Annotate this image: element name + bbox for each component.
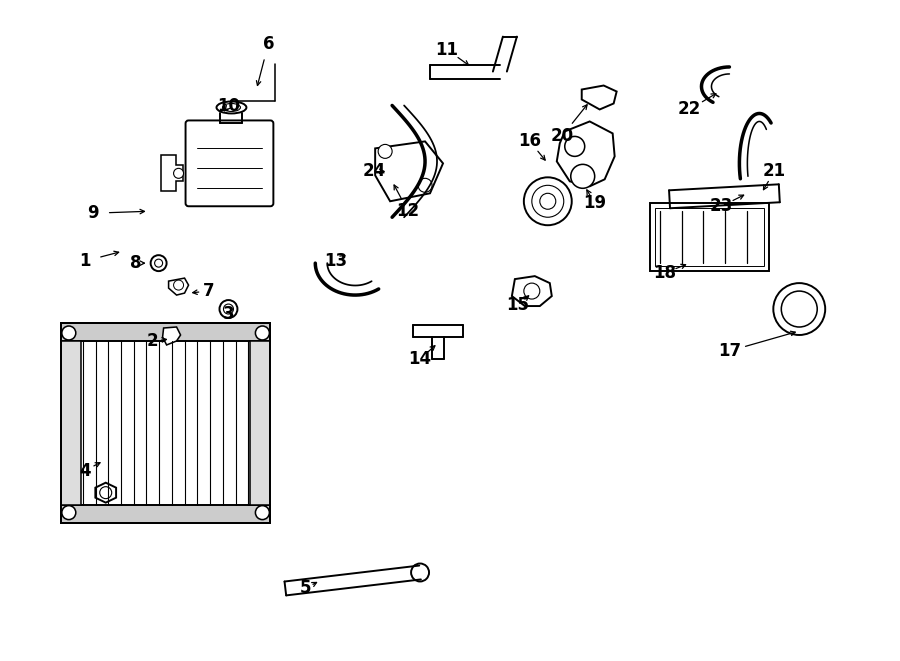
Text: 11: 11 [436,40,458,59]
Text: 1: 1 [79,252,91,270]
Text: 9: 9 [87,204,99,222]
Text: 6: 6 [263,34,274,53]
Text: 18: 18 [653,264,676,282]
Polygon shape [61,341,81,504]
Text: 13: 13 [325,252,347,270]
Text: 17: 17 [718,342,741,360]
Polygon shape [163,327,181,345]
Circle shape [571,165,595,188]
Polygon shape [250,341,270,504]
Circle shape [150,255,166,271]
Circle shape [174,169,184,178]
Text: 2: 2 [147,332,158,350]
Polygon shape [557,122,615,186]
Circle shape [411,564,429,582]
Circle shape [256,326,269,340]
Circle shape [418,178,432,192]
Text: 8: 8 [130,254,141,272]
Polygon shape [95,483,116,502]
Circle shape [524,177,572,225]
Polygon shape [375,141,443,201]
Polygon shape [168,278,189,295]
Text: 14: 14 [409,350,432,368]
Circle shape [100,486,112,498]
Circle shape [565,136,585,157]
Polygon shape [61,504,270,523]
Text: 15: 15 [507,296,529,314]
Text: 3: 3 [222,305,234,323]
Text: 20: 20 [550,128,573,145]
Polygon shape [61,323,270,341]
Polygon shape [512,276,552,306]
Polygon shape [160,155,183,191]
Text: 21: 21 [763,163,786,180]
Circle shape [256,506,269,520]
Text: 22: 22 [678,100,701,118]
Circle shape [378,144,392,159]
Circle shape [62,326,76,340]
Ellipse shape [217,102,247,114]
FancyBboxPatch shape [185,120,274,206]
Circle shape [174,280,184,290]
Text: 5: 5 [300,580,311,598]
Text: 16: 16 [518,132,541,151]
Text: 23: 23 [710,197,734,215]
Text: 7: 7 [202,282,214,300]
Polygon shape [581,85,616,110]
Circle shape [773,283,825,335]
Text: 19: 19 [583,194,607,212]
Polygon shape [650,204,770,271]
Text: 12: 12 [397,202,419,220]
Circle shape [220,300,238,318]
Text: 10: 10 [217,97,240,116]
Text: 4: 4 [79,461,91,480]
Text: 24: 24 [363,163,386,180]
Circle shape [62,506,76,520]
